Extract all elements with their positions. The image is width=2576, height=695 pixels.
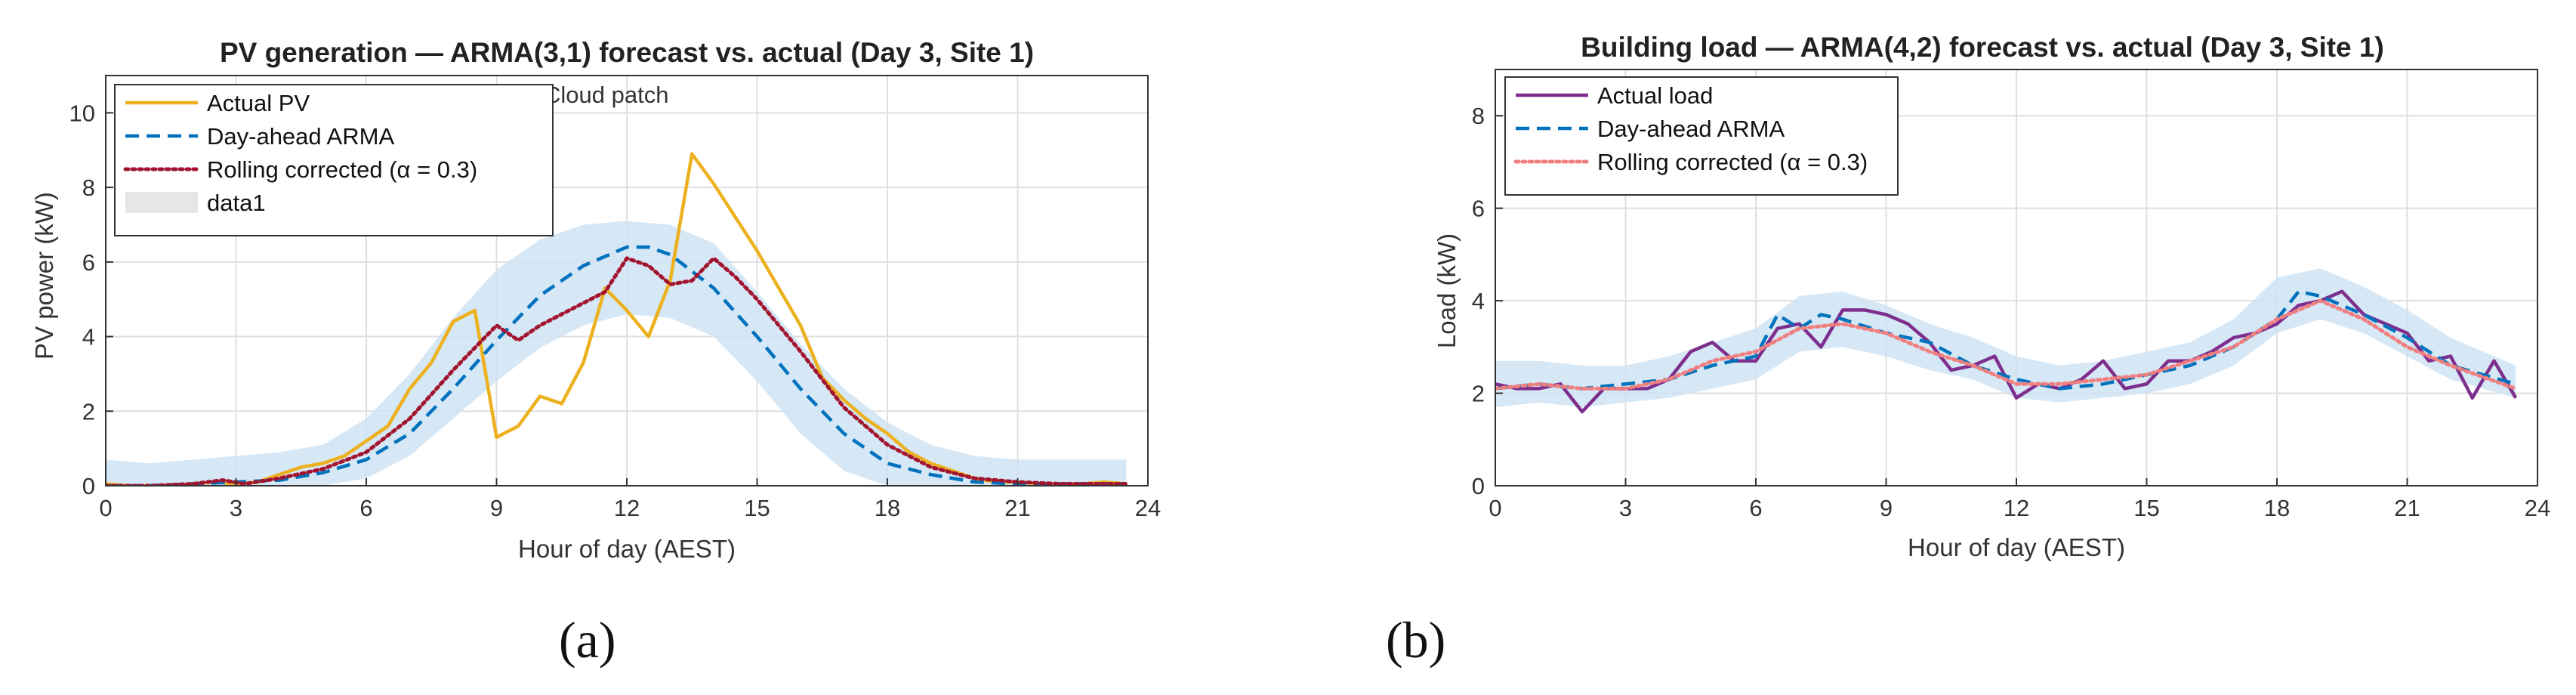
confidence-band [1495, 268, 2516, 407]
x-tick-label: 18 [2264, 495, 2290, 521]
series-line-1 [106, 245, 1127, 486]
x-tick-label: 15 [744, 495, 770, 521]
x-axis-label: Hour of day (AEST) [518, 535, 736, 563]
x-tick-label: 6 [359, 495, 372, 521]
legend-label: data1 [207, 190, 266, 216]
y-tick-label: 8 [1472, 103, 1485, 129]
chart-title: PV generation — ARMA(3,1) forecast vs. a… [220, 37, 1034, 68]
x-tick-label: 24 [1135, 495, 1161, 521]
series-line-2 [1495, 298, 2518, 391]
x-tick-label: 3 [1619, 495, 1632, 521]
x-tick-label: 21 [2394, 495, 2420, 521]
panel-b: Building load — ARMA(4,2) forecast vs. a… [1288, 0, 2576, 695]
series-line-1 [1495, 289, 2516, 391]
annotation-text: Cloud patch [544, 82, 668, 108]
x-tick-label: 12 [2004, 495, 2029, 521]
y-tick-label: 4 [82, 324, 95, 351]
caption-a: (a) [559, 611, 616, 669]
confidence-band [106, 221, 1127, 486]
y-tick-label: 0 [1472, 473, 1485, 499]
x-tick-label: 12 [614, 495, 640, 521]
x-tick-label: 9 [490, 495, 503, 521]
legend-swatch [125, 192, 198, 213]
legend-label: Rolling corrected (α = 0.3) [1597, 149, 1868, 175]
legend-label: Day-ahead ARMA [1597, 116, 1785, 142]
x-axis-label: Hour of day (AEST) [1908, 533, 2125, 561]
y-tick-label: 2 [1472, 381, 1485, 407]
x-tick-label: 21 [1004, 495, 1030, 521]
x-tick-label: 0 [1489, 495, 1501, 521]
x-tick-label: 15 [2133, 495, 2159, 521]
chart-title: Building load — ARMA(4,2) forecast vs. a… [1581, 32, 2384, 63]
x-tick-label: 3 [230, 495, 242, 521]
y-tick-label: 6 [82, 249, 95, 276]
panel-a: PV generation — ARMA(3,1) forecast vs. a… [30, 37, 1161, 563]
legend-label: Actual load [1597, 82, 1713, 109]
y-tick-label: 6 [1472, 196, 1485, 222]
x-tick-label: 24 [2525, 495, 2550, 521]
y-tick-label: 2 [82, 398, 95, 425]
pv-generation-chart: PV generation — ARMA(3,1) forecast vs. a… [30, 37, 1161, 563]
caption-b: (b) [1386, 611, 1446, 669]
x-tick-label: 0 [99, 495, 112, 521]
legend-label: Rolling corrected (α = 0.3) [207, 156, 477, 183]
legend-label: Actual PV [207, 90, 310, 116]
y-axis-label: PV power (kW) [30, 192, 58, 360]
x-tick-label: 6 [1749, 495, 1762, 521]
y-tick-label: 8 [82, 175, 95, 201]
building-load-chart: Building load — ARMA(4,2) forecast vs. a… [1433, 32, 2550, 561]
y-tick-label: 0 [82, 473, 95, 499]
y-tick-label: 10 [69, 100, 95, 126]
x-tick-label: 18 [875, 495, 900, 521]
y-tick-label: 4 [1472, 288, 1485, 314]
x-tick-label: 9 [1880, 495, 1893, 521]
legend-label: Day-ahead ARMA [207, 123, 394, 150]
y-axis-label: Load (kW) [1433, 233, 1461, 348]
series-line-2 [106, 256, 1128, 486]
